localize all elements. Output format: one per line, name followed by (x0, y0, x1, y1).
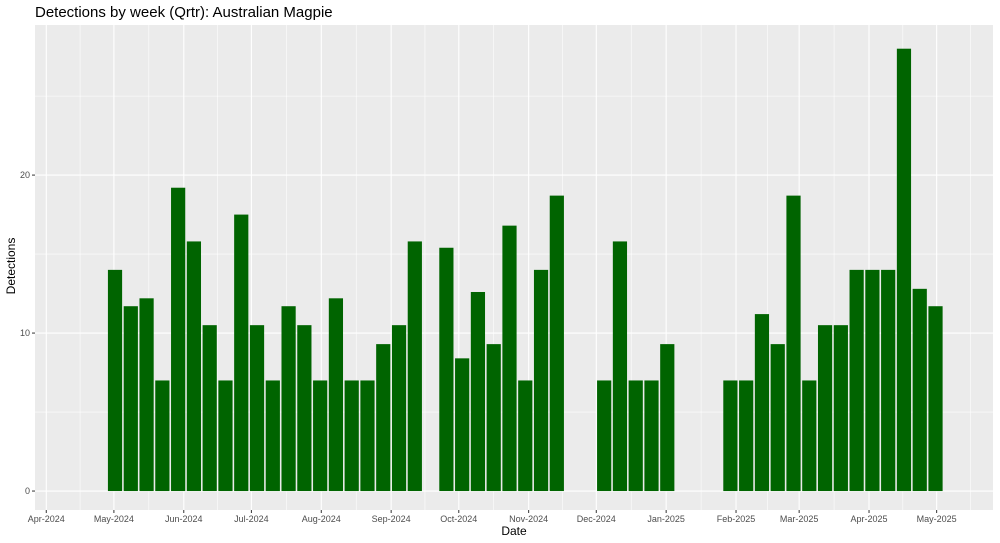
x-tick-label: Apr-2024 (28, 514, 65, 524)
bar (470, 291, 486, 492)
bar (754, 314, 770, 492)
x-tick-label: Nov-2024 (509, 514, 548, 524)
x-tick-label: Oct-2024 (440, 514, 477, 524)
bar (218, 380, 233, 492)
bar (376, 344, 391, 492)
bar (391, 325, 407, 492)
bar (786, 195, 801, 492)
bar (439, 247, 454, 492)
y-tick-label: 10 (20, 328, 30, 338)
bar (644, 380, 659, 492)
bar (833, 325, 848, 492)
bar (628, 380, 643, 492)
bar (171, 187, 186, 492)
bar (281, 306, 296, 492)
bar (407, 241, 422, 492)
bar (123, 306, 138, 492)
x-tick-label: Apr-2025 (851, 514, 888, 524)
x-axis-label: Date (501, 524, 527, 538)
y-axis-label: Detections (4, 238, 18, 295)
bar (896, 48, 912, 492)
x-tick-label: Feb-2025 (717, 514, 756, 524)
x-tick-label: May-2025 (917, 514, 957, 524)
x-tick-label: Jun-2024 (165, 514, 203, 524)
bar (297, 325, 312, 492)
bar (849, 269, 864, 492)
bar (502, 225, 517, 492)
bar (549, 195, 564, 492)
bar (881, 269, 896, 492)
bar (802, 380, 817, 492)
bar (455, 358, 470, 492)
x-tick-label: Aug-2024 (302, 514, 341, 524)
bar (107, 269, 123, 492)
bar (139, 298, 154, 492)
bar (328, 298, 344, 492)
bars (107, 48, 943, 492)
bar (265, 380, 280, 492)
bar (518, 380, 533, 492)
bar (186, 241, 202, 492)
bar (865, 269, 880, 492)
y-axis: 0 10 20 (20, 170, 35, 496)
bar (660, 344, 675, 492)
y-tick-label: 0 (25, 486, 30, 496)
bar (912, 288, 927, 492)
bar (723, 380, 738, 492)
bar (202, 325, 217, 492)
bar (155, 380, 170, 492)
x-tick-label: May-2024 (94, 514, 134, 524)
bar (249, 325, 265, 492)
x-axis: Apr-2024 May-2024 Jun-2024 Jul-2024 Aug-2024… (28, 510, 957, 524)
bar (597, 380, 612, 492)
bar (770, 344, 785, 492)
bar (360, 380, 375, 492)
y-tick-label: 20 (20, 170, 30, 180)
bar (928, 306, 943, 492)
bar (486, 344, 501, 492)
bar (344, 380, 359, 492)
bar (739, 380, 754, 492)
x-tick-label: Jul-2024 (234, 514, 269, 524)
bar (313, 380, 328, 492)
bar (234, 214, 249, 492)
bar (612, 241, 628, 492)
x-tick-label: Dec-2024 (577, 514, 616, 524)
x-tick-label: Jan-2025 (647, 514, 685, 524)
x-tick-label: Mar-2025 (780, 514, 819, 524)
bar (817, 325, 833, 492)
x-tick-label: Sep-2024 (372, 514, 411, 524)
chart-title: Detections by week (Qrtr): Australian Ma… (35, 4, 333, 21)
bar (533, 269, 549, 492)
